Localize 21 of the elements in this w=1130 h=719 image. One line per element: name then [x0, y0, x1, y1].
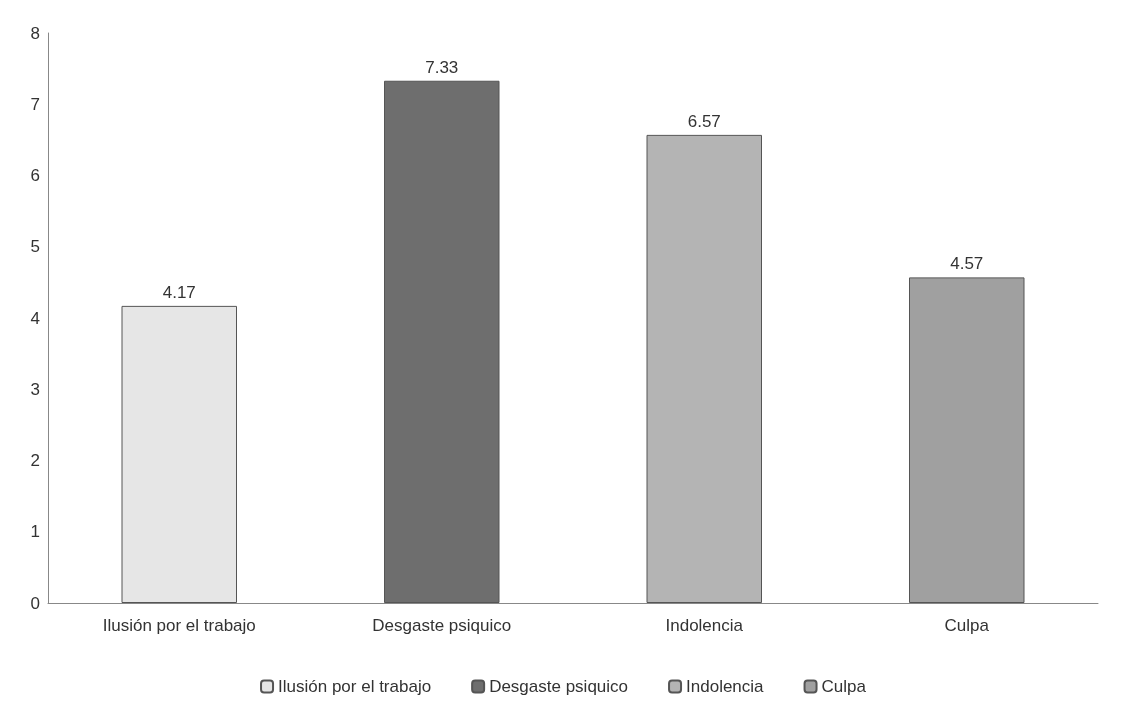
- y-tick-label: 7: [30, 94, 40, 114]
- y-tick-label: 3: [30, 379, 40, 399]
- data-label: 6.57: [687, 111, 721, 131]
- x-tick-label: Indolencia: [665, 616, 744, 635]
- y-tick-label: 6: [30, 166, 40, 185]
- y-tick-label: 1: [30, 522, 40, 542]
- data-label: 4.17: [162, 282, 196, 302]
- legend-label: Ilusión por el trabajo: [278, 677, 432, 696]
- y-tick-label: 2: [30, 451, 40, 470]
- y-tick-label: 0: [30, 593, 40, 613]
- x-tick-label: Desgaste psiquico: [372, 616, 512, 635]
- y-tick-label: 8: [30, 23, 40, 43]
- y-tick-label: 5: [30, 237, 40, 257]
- y-tick-label: 4: [30, 308, 40, 328]
- legend-label: Indolencia: [686, 677, 765, 696]
- data-label: 7.33: [425, 57, 459, 77]
- x-tick-label: Ilusión por el trabajo: [102, 616, 256, 635]
- data-label: 4.57: [950, 254, 984, 274]
- legend-label: Desgaste psiquico: [489, 677, 629, 696]
- legend-label: Culpa: [821, 677, 867, 696]
- x-tick-label: Culpa: [944, 616, 990, 635]
